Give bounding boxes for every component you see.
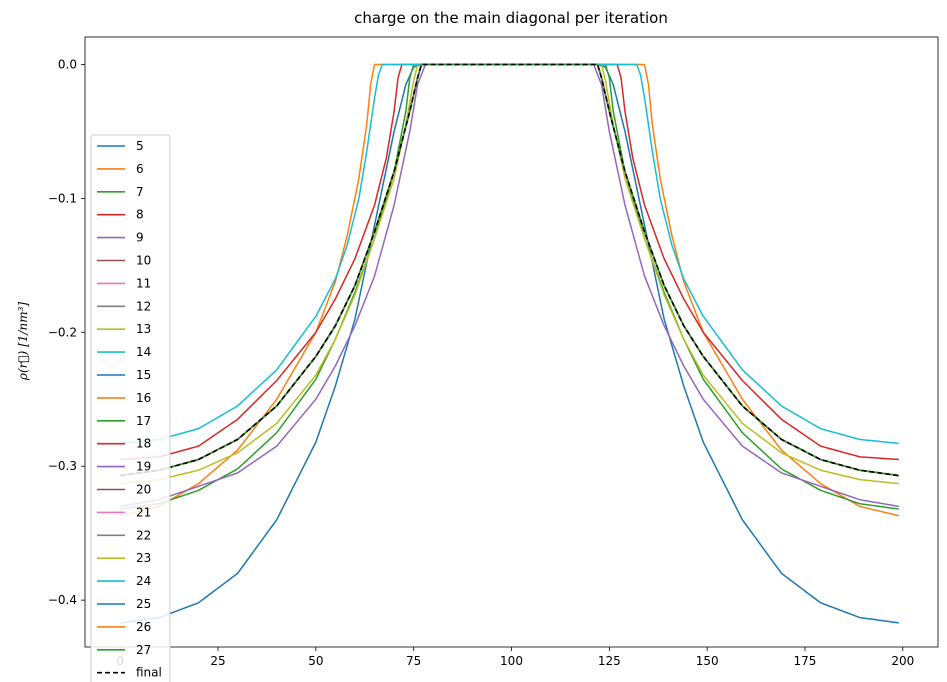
x-tick-label: 50 <box>308 654 323 668</box>
series-line-27 <box>120 63 899 477</box>
series-line-15 <box>120 63 899 477</box>
series-line-8 <box>120 63 899 461</box>
legend-label: 27 <box>136 643 151 657</box>
legend-label: 12 <box>136 299 151 313</box>
legend-label: 13 <box>136 322 151 336</box>
legend-label: 21 <box>136 505 151 519</box>
legend-label: 9 <box>136 231 144 245</box>
legend-box <box>90 134 171 682</box>
chart-title: charge on the main diagonal per iteratio… <box>354 9 668 27</box>
series-line-18 <box>120 63 899 477</box>
series-line-14 <box>120 63 899 445</box>
series-line-16 <box>120 63 899 477</box>
legend-label: 7 <box>136 185 144 199</box>
legend-label: 22 <box>136 528 151 542</box>
legend-label: 17 <box>136 414 151 428</box>
y-tick-label: −0.3 <box>48 459 77 473</box>
y-tick-label: −0.4 <box>48 593 77 607</box>
y-axis-ticks: 0.0 −0.1 −0.2 −0.3 −0.4 <box>48 57 85 607</box>
x-tick-label: 125 <box>598 654 621 668</box>
legend-label: 20 <box>136 483 151 497</box>
series-line-19 <box>120 63 899 477</box>
series-line-25 <box>120 63 899 477</box>
x-tick-label: 100 <box>500 654 523 668</box>
series-line-5 <box>120 63 899 624</box>
series-line-26 <box>120 63 899 477</box>
legend-label: 26 <box>136 620 151 634</box>
legend-label: 18 <box>136 437 151 451</box>
series-line-24 <box>120 63 899 477</box>
legend-label: 6 <box>136 162 144 176</box>
series-line-7 <box>120 63 899 510</box>
series-line-20 <box>120 63 899 477</box>
legend-label: 8 <box>136 208 144 222</box>
series-line-22 <box>120 63 899 477</box>
y-tick-label: 0.0 <box>58 57 77 71</box>
legend-label: 14 <box>136 345 151 359</box>
series-line-12 <box>120 63 899 477</box>
legend-label: 24 <box>136 574 151 588</box>
x-tick-label: 150 <box>696 654 719 668</box>
legend-label: 10 <box>136 254 151 268</box>
series-line-13 <box>120 63 899 485</box>
y-tick-label: −0.2 <box>48 325 77 339</box>
legend-label: 16 <box>136 391 151 405</box>
series-line-23 <box>120 63 899 477</box>
series-layer <box>120 63 900 624</box>
legend-label: 11 <box>136 276 151 290</box>
x-tick-label: 25 <box>210 654 225 668</box>
x-axis-ticks: 0255075100125150175200 <box>116 647 914 668</box>
legend-label: 25 <box>136 597 151 611</box>
series-line-final <box>120 63 899 477</box>
series-line-21 <box>120 63 899 477</box>
legend-label: 23 <box>136 551 151 565</box>
legend-label: 19 <box>136 460 151 474</box>
series-line-10 <box>120 63 899 477</box>
x-tick-label: 200 <box>891 654 914 668</box>
legend-label: 15 <box>136 368 151 382</box>
series-line-6 <box>120 63 900 517</box>
x-tick-label: 75 <box>406 654 421 668</box>
y-axis-label: ρ(r⃗) [1/nm³] <box>16 302 30 381</box>
legend-label: 5 <box>136 139 144 153</box>
y-tick-label: −0.1 <box>48 191 77 205</box>
legend-label: final <box>136 666 162 680</box>
series-line-17 <box>120 63 899 477</box>
plot-frame <box>84 36 939 648</box>
series-line-11 <box>120 63 899 477</box>
x-tick-label: 175 <box>794 654 817 668</box>
legend: 5 6 7 8 9 10 11 12 13 14 15 16 17 18 19 20 21 22 23 24 25 26 2… <box>90 134 171 682</box>
